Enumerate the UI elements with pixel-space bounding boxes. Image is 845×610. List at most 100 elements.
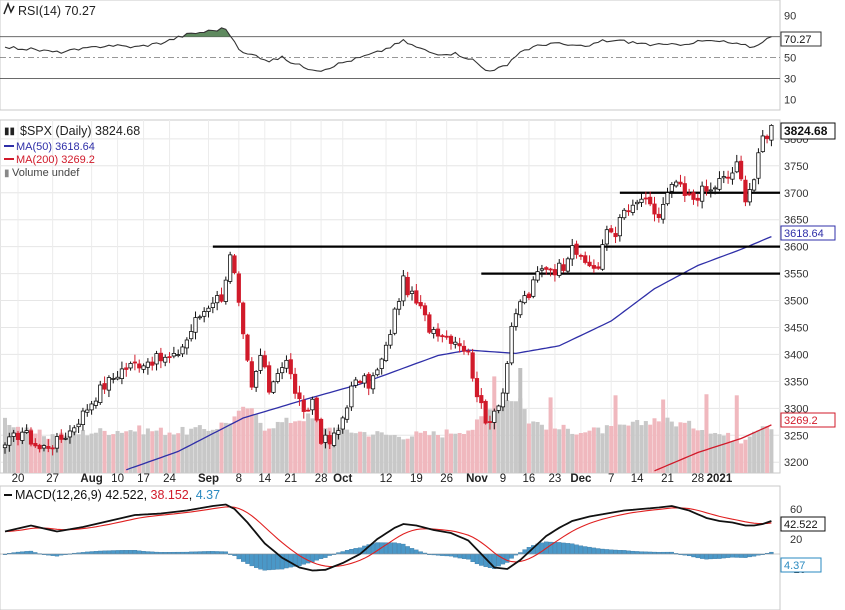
candle-body — [67, 430, 73, 438]
price-tick-label: 3700 — [784, 188, 808, 200]
candle-body — [197, 316, 202, 319]
macd-hist-bar — [106, 550, 112, 555]
volume-bar — [730, 441, 735, 473]
candle-body — [734, 161, 739, 173]
macd-hist-value: 4.37 — [196, 488, 220, 502]
volume-bar — [11, 427, 16, 473]
x-tick-label: 19 — [410, 473, 423, 485]
volume-bar — [353, 433, 358, 473]
volume-bar — [626, 425, 631, 473]
candle-body — [331, 432, 337, 446]
volume-bar-high — [613, 395, 618, 473]
macd-hist-bar — [145, 551, 151, 555]
volume-bar — [578, 433, 583, 473]
candle-body — [288, 359, 293, 375]
candle-body — [344, 407, 350, 420]
x-tick-label: 10 — [111, 473, 124, 485]
candle-body — [531, 279, 536, 297]
x-tick-label: 17 — [137, 473, 150, 485]
volume-bar — [695, 430, 700, 473]
volume-bar — [479, 416, 484, 473]
macd-hist-bar — [98, 550, 103, 555]
volume-bar — [288, 422, 293, 473]
volume-bar — [756, 430, 761, 473]
candle-body — [513, 313, 519, 327]
x-tick-label: 24 — [163, 473, 176, 485]
volume-bar — [440, 437, 445, 473]
volume-bar — [340, 425, 345, 473]
volume-bar — [54, 437, 59, 473]
volume-bar — [254, 414, 259, 473]
price-legend: ▮▮ $SPX (Daily) 3824.68 MA(50) 3618.64 M… — [4, 124, 140, 179]
volume-bar — [436, 434, 440, 473]
candle-body — [444, 335, 449, 338]
candle-body — [236, 273, 241, 303]
volume-bar — [167, 432, 172, 473]
volume-bar — [293, 421, 298, 473]
candle-body — [145, 361, 150, 368]
candle-body — [609, 228, 614, 233]
volume-bar — [500, 405, 505, 473]
candle-body — [189, 331, 194, 340]
moving-averages — [126, 235, 772, 472]
svg-text:MA(50) 3618.64: MA(50) 3618.64 — [16, 141, 95, 153]
price-tick-label: 3300 — [784, 403, 808, 415]
volume-bar — [232, 416, 237, 473]
candle-body — [184, 339, 189, 349]
rsi-lines — [4, 27, 772, 72]
volume-bar — [206, 430, 211, 473]
rsi-tick-label: 50 — [784, 53, 796, 65]
candle-body — [202, 311, 207, 317]
price-tick-label: 3450 — [784, 322, 808, 334]
candle-body — [613, 233, 618, 238]
candle-body — [93, 400, 99, 406]
svg-text:RSI(14) 70.27: RSI(14) 70.27 — [18, 4, 96, 18]
ma50-line — [126, 235, 772, 471]
volume-bar — [189, 428, 194, 473]
candle-body — [111, 378, 116, 380]
candle-body — [427, 314, 432, 333]
symbol-label: $SPX (Daily) — [20, 124, 92, 138]
macd-hist-badge: 4.37 — [780, 557, 822, 573]
candle-body — [262, 355, 267, 368]
volume-bar — [609, 426, 614, 473]
volume-bar — [418, 432, 423, 473]
macd-hist-bar — [405, 546, 410, 555]
volume-bar — [67, 430, 72, 473]
volume-bar — [656, 421, 661, 473]
ma200-legend-name: MA(200) — [16, 154, 58, 166]
x-tick-label: 16 — [523, 473, 536, 485]
volume-bar — [163, 435, 168, 473]
candle-body — [691, 192, 696, 200]
macd-hist-bar — [206, 551, 211, 555]
candle-body — [453, 341, 458, 345]
candle-body — [457, 343, 462, 347]
volume-bar — [111, 434, 116, 473]
candle-body — [466, 350, 471, 353]
rsi-value: 70.27 — [65, 4, 96, 18]
volume-bar — [171, 434, 176, 473]
macd-hist-bar — [323, 553, 328, 558]
volume-bar — [106, 435, 111, 473]
rsi-label: RSI(14) — [18, 4, 61, 18]
last-close: 3824.68 — [95, 124, 140, 138]
price-tick-label: 3500 — [784, 296, 808, 308]
volume-bar — [28, 428, 33, 473]
candle-body — [219, 294, 224, 302]
x-tick-label: 27 — [46, 473, 59, 485]
macd-hist-bar — [730, 553, 735, 558]
volume-bar — [119, 432, 124, 473]
volume-bar — [713, 432, 718, 473]
ma200-value-badge: 3269.2 — [780, 412, 836, 428]
volume-bar — [557, 429, 562, 473]
macd-hist-bar — [28, 550, 34, 555]
volume-bar — [267, 428, 272, 473]
volume-bar — [301, 421, 306, 473]
volume-bar — [669, 421, 674, 473]
candle-body — [154, 353, 159, 365]
candle-body — [150, 361, 155, 366]
svg-text:3269.2: 3269.2 — [784, 415, 818, 427]
macd-hist-bar — [747, 553, 752, 558]
macd-hist-bar — [344, 550, 350, 555]
candle-body — [163, 356, 168, 363]
